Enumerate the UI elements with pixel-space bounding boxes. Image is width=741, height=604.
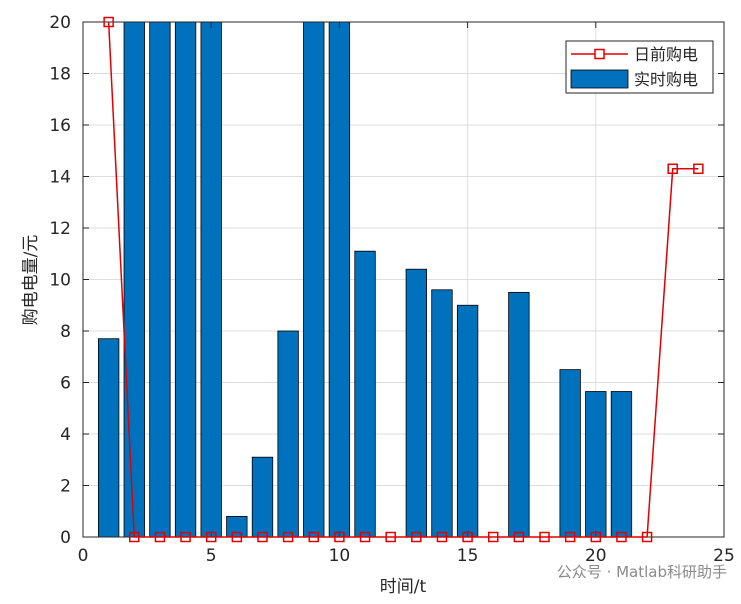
bar [97, 338, 120, 537]
tick-labels: 0 5 10 15 20 25 0 2 4 6 8 10 12 14 16 18 20 [49, 13, 734, 566]
line-marker [308, 531, 320, 543]
watermark: 公众号 · Matlab科研助手 [556, 563, 727, 581]
y-tick-label: 14 [49, 168, 71, 188]
x-tick-label: 0 [78, 546, 89, 566]
bar [149, 22, 171, 537]
bar [328, 22, 351, 537]
bar [123, 22, 145, 537]
x-tick-label: 25 [713, 546, 735, 566]
bar [354, 250, 376, 537]
line-marker [205, 531, 217, 543]
legend-bar-swatch [570, 69, 629, 89]
bar [431, 289, 453, 537]
x-tick-label: 10 [329, 546, 351, 566]
line-marker [487, 531, 499, 543]
line-marker [103, 16, 114, 28]
line-marker [257, 531, 268, 543]
y-tick-label: 2 [60, 477, 71, 497]
bar [559, 369, 581, 537]
y-axis-label: 购电电量/元 [21, 235, 41, 326]
line-marker [564, 531, 576, 543]
bar [405, 268, 427, 537]
y-tick-label: 8 [60, 322, 71, 342]
legend-label-line: 日前购电 [634, 45, 698, 64]
bar [226, 516, 248, 537]
line-marker [436, 531, 448, 543]
bar [277, 330, 299, 537]
y-tick-label: 4 [60, 425, 71, 445]
legend-marker-swatch [594, 48, 605, 60]
y-tick-label: 10 [49, 271, 71, 291]
x-tick-label: 5 [206, 546, 217, 566]
line-marker [513, 531, 525, 543]
y-tick-label: 20 [49, 13, 71, 33]
line-marker [385, 531, 396, 543]
line-marker [154, 531, 166, 543]
line-marker [590, 531, 602, 543]
x-axis-label: 时间/t [380, 577, 427, 597]
line-marker [667, 163, 678, 175]
bar [456, 304, 479, 537]
bar [174, 22, 197, 537]
bar [200, 22, 222, 537]
y-tick-label: 0 [60, 528, 71, 548]
bar-series [97, 22, 633, 537]
y-tick-label: 18 [49, 65, 71, 85]
bar [585, 391, 607, 537]
bar [251, 456, 274, 537]
line-marker [129, 531, 140, 543]
line-marker [411, 531, 422, 543]
line-marker [693, 163, 704, 175]
line-marker [359, 531, 371, 543]
line-marker [641, 531, 653, 543]
x-tick-label: 20 [585, 546, 607, 566]
line-marker [539, 531, 550, 543]
y-tick-label: 16 [49, 116, 71, 136]
bar [303, 22, 325, 537]
y-tick-label: 6 [60, 374, 71, 394]
x-tick-label: 15 [457, 546, 479, 566]
line-marker [334, 531, 345, 543]
line-marker [231, 531, 243, 543]
line-series [103, 16, 704, 543]
bar [610, 391, 633, 537]
line-marker [616, 531, 627, 543]
line-marker [180, 531, 191, 543]
legend-label-bar: 实时购电 [634, 70, 698, 89]
bar [508, 291, 530, 537]
line-marker [462, 531, 473, 543]
line-marker [282, 531, 294, 543]
y-tick-label: 12 [49, 219, 71, 239]
